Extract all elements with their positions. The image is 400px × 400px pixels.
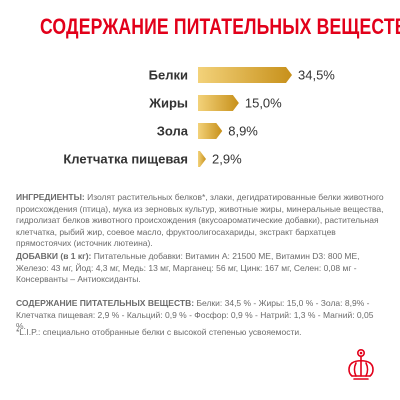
composition-label: СОДЕРЖАНИЕ ПИТАТЕЛЬНЫХ ВЕЩЕСТВ:	[16, 298, 195, 308]
bar	[198, 67, 292, 83]
bar	[198, 95, 239, 111]
value-label: 15,0%	[245, 96, 282, 111]
value-label: 34,5%	[298, 68, 335, 83]
additives-text: Питательные добавки: Витамин A: 21500 МЕ…	[16, 251, 360, 284]
value-label: 2,9%	[212, 152, 242, 167]
bar	[198, 151, 206, 167]
category-label: Зола	[157, 124, 189, 139]
additives-section: ДОБАВКИ (в 1 кг): Питательные добавки: В…	[16, 251, 384, 286]
nutrient-bar-chart: Белки 34,5% Жиры 15,0% Зола 8,9% Клетчатка пищ…	[63, 67, 335, 167]
category-label: Клетчатка пищевая	[63, 152, 188, 167]
category-label: Белки	[149, 68, 188, 83]
composition-text: Белки: 34,5 % - Жиры: 15,0 % - Зола: 8,9…	[16, 298, 374, 331]
additives-label: ДОБАВКИ (в 1 кг):	[16, 251, 92, 261]
bar	[198, 123, 223, 139]
ingredients-section: ИНГРЕДИЕНТЫ: Изолят растительных белков*…	[16, 192, 384, 250]
footnote: *L.I.P.: специально отобранные белки с в…	[16, 327, 302, 337]
crown-icon	[348, 348, 374, 380]
ingredients-text: Изолят растительных белков*, злаки, деги…	[16, 192, 384, 248]
category-label: Жиры	[148, 96, 188, 111]
value-label: 8,9%	[228, 124, 258, 139]
ingredients-label: ИНГРЕДИЕНТЫ:	[16, 192, 85, 202]
page-title: СОДЕРЖАНИЕ ПИТАТЕЛЬНЫХ ВЕЩЕСТВ	[40, 14, 400, 39]
composition-section: СОДЕРЖАНИЕ ПИТАТЕЛЬНЫХ ВЕЩЕСТВ: Белки: 3…	[16, 298, 384, 333]
